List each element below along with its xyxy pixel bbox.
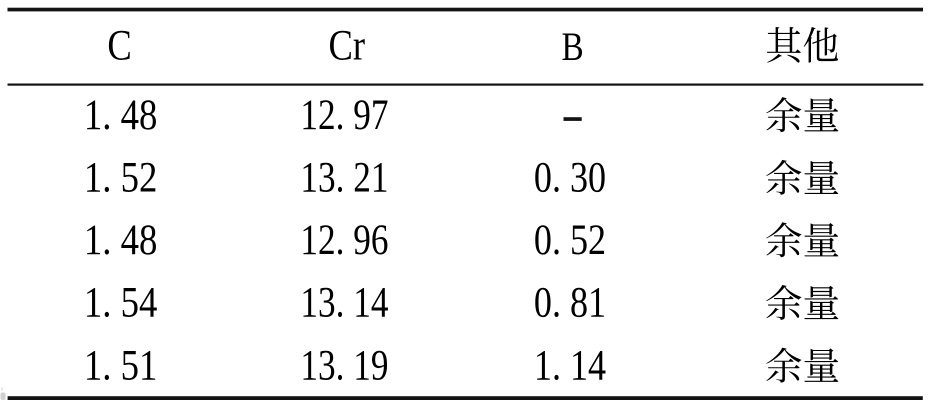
svg-text:13. 14: 13. 14 (300, 278, 388, 326)
svg-text:Cr: Cr (328, 21, 365, 69)
svg-text:B: B (562, 25, 584, 70)
svg-text:1. 48: 1. 48 (84, 90, 158, 138)
svg-text:13. 19: 13. 19 (300, 341, 388, 389)
svg-text:12. 96: 12. 96 (300, 216, 388, 264)
svg-text:1. 48: 1. 48 (84, 215, 158, 263)
svg-text:12. 97: 12. 97 (300, 91, 388, 139)
svg-text:0. 30: 0. 30 (534, 154, 606, 202)
svg-text:1. 14: 1. 14 (534, 341, 606, 389)
svg-text:1. 52: 1. 52 (84, 153, 158, 201)
svg-text:0. 81: 0. 81 (534, 279, 606, 327)
svg-text:1. 54: 1. 54 (84, 278, 158, 326)
svg-text:0. 52: 0. 52 (534, 216, 606, 264)
svg-text:C: C (107, 21, 131, 69)
svg-text:13. 21: 13. 21 (300, 153, 388, 201)
svg-text:1. 51: 1. 51 (84, 341, 158, 389)
